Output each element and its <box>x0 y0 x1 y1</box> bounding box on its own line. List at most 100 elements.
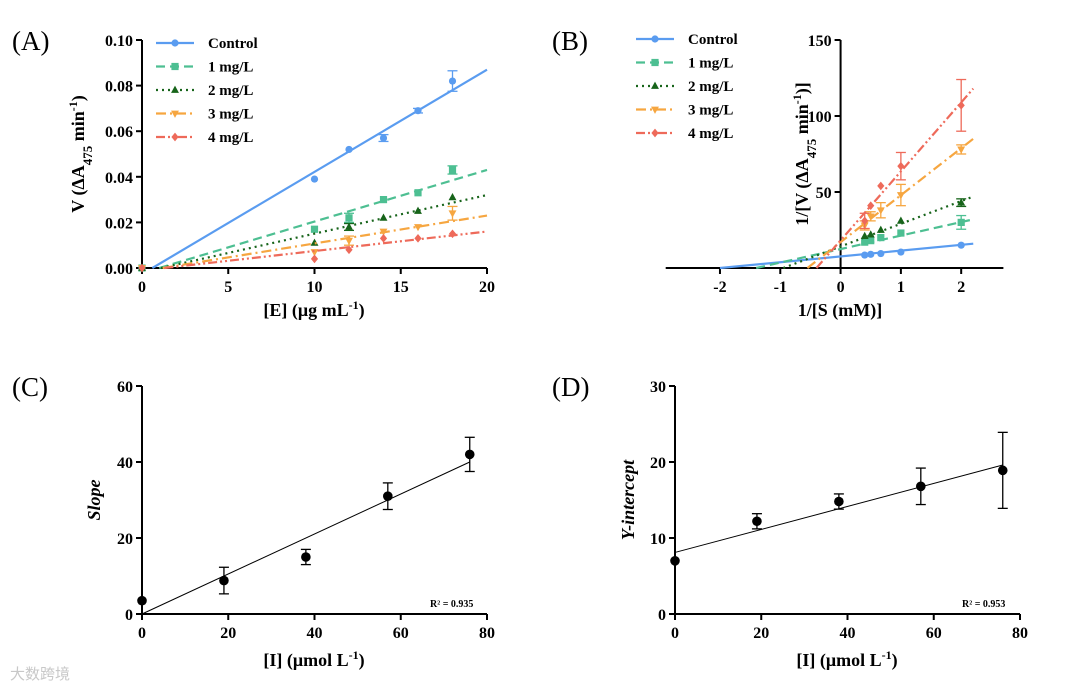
y-tick-label: 0.04 <box>105 170 133 187</box>
legend-label: 3 mg/L <box>688 103 733 119</box>
x-axis-title-part: ) <box>359 300 365 321</box>
x-tick-label: 0 <box>138 625 146 642</box>
series-1-mg-l: 1 mg/L <box>636 56 974 270</box>
data-point <box>867 237 875 245</box>
data-point <box>379 228 388 236</box>
y-tick-label: 150 <box>808 33 832 50</box>
data-point <box>414 224 422 232</box>
data-point <box>866 230 875 238</box>
fit-line <box>755 218 974 270</box>
x-tick-label: -1 <box>774 279 787 296</box>
legend-label: Control <box>208 36 258 52</box>
legend-label: 1 mg/L <box>688 56 733 72</box>
y-axis-title-part: Slope <box>84 479 104 520</box>
x-tick-label: 40 <box>307 625 323 642</box>
data-point <box>867 250 875 258</box>
y-axis-title-part: 475 <box>804 138 819 158</box>
fit-line <box>160 193 488 270</box>
legend-item: 4 mg/L <box>636 126 733 142</box>
data-point <box>866 213 875 221</box>
data-point <box>301 552 311 562</box>
fit-line <box>719 242 974 270</box>
x-tick-label: 20 <box>479 279 495 296</box>
x-axis-title: [E] (μg mL-1) <box>263 298 364 321</box>
y-tick-label: 100 <box>808 109 832 126</box>
y-tick-label: 0.08 <box>105 79 133 96</box>
data-point <box>861 251 869 259</box>
data-point <box>957 146 966 154</box>
series-control: Control <box>636 32 974 270</box>
series-2-mg-l: 2 mg/L <box>636 79 974 270</box>
fit-line <box>164 230 488 270</box>
y-axis-title-part: min <box>68 111 88 146</box>
legend-label: 1 mg/L <box>208 60 253 76</box>
data-point <box>414 206 422 214</box>
series-control: Control <box>138 36 488 272</box>
legend-marker <box>651 35 659 43</box>
x-tick-label: 60 <box>926 625 942 642</box>
x-axis-title-part: -1 <box>349 648 359 662</box>
x-tick-label: 5 <box>224 279 232 296</box>
x-axis-title-part: ) <box>359 650 365 671</box>
fit-line <box>158 168 488 270</box>
data-point <box>448 166 457 174</box>
data-point <box>310 254 319 264</box>
legend-label: 4 mg/L <box>208 130 253 146</box>
legend-marker <box>171 110 179 118</box>
panel-c: (C) 0 20 40 60 80 0 20 40 60 [I] (μmol L-1) Slope R²… <box>12 372 495 671</box>
data-point <box>138 263 146 273</box>
x-axis-title-part: -1 <box>349 298 359 312</box>
data-point <box>957 241 965 249</box>
data-point <box>345 214 353 222</box>
panel-a: (A) 0 5 10 15 20 0.00 0.02 0.04 0.06 0.08 0.10 [E] (… <box>12 26 495 321</box>
data-point <box>414 189 422 197</box>
data-point <box>861 238 869 246</box>
data-point <box>867 201 875 210</box>
y-tick-label: 10 <box>650 531 666 548</box>
series-4-mg-l: 4 mg/L <box>138 130 488 273</box>
data-point <box>219 575 229 586</box>
y-tick-label: 30 <box>650 379 666 396</box>
x-tick-label: 60 <box>393 625 409 642</box>
data-point <box>957 198 966 206</box>
y-tick-label: 60 <box>117 379 133 396</box>
x-tick-label: 0 <box>837 279 845 296</box>
y-axis-title-part: V (ΔA <box>68 165 89 212</box>
data-point <box>345 245 353 255</box>
legend-label: 2 mg/L <box>688 79 733 95</box>
panel-b: (B) -2 -1 0 1 2 50 100 150 1/[S (mM)] 1/[V (ΔA475 … <box>552 26 1004 321</box>
y-axis-title-part: -1 <box>66 101 80 111</box>
series-3-mg-l: 3 mg/L <box>138 107 488 273</box>
data-point <box>464 449 475 460</box>
x-tick-label: 15 <box>393 279 409 296</box>
x-tick-label: -2 <box>713 279 726 296</box>
x-tick-label: 0 <box>138 279 146 296</box>
data-point <box>876 225 885 233</box>
legend-item: Control <box>156 36 258 52</box>
legend-label: Control <box>688 32 738 48</box>
x-tick-label: 0 <box>671 625 679 642</box>
y-axis-title-part: min <box>792 104 812 139</box>
data-point <box>670 556 680 566</box>
x-axis-title-part: [I] (μmol L <box>796 650 881 671</box>
panel-label: (C) <box>12 372 48 402</box>
data-point <box>379 134 388 142</box>
panel-d: (D) 0 20 40 60 80 0 10 20 30 [I] (μmol L-1) Y-inter… <box>552 372 1028 671</box>
data-point <box>310 225 319 233</box>
data-point <box>877 181 885 191</box>
data-point <box>448 210 457 218</box>
y-axis-title: V (ΔA475 min-1) <box>66 95 95 212</box>
data-point <box>414 107 422 115</box>
watermark-text: 大数跨境 <box>10 665 71 683</box>
data-point <box>345 222 353 230</box>
x-axis-title-part: ) <box>892 650 898 671</box>
data-point <box>896 216 905 224</box>
data-point <box>310 238 319 246</box>
fit-line <box>151 68 488 269</box>
data-point <box>383 491 393 502</box>
fit-line <box>815 87 975 269</box>
x-tick-label: 1 <box>897 279 905 296</box>
legend-marker <box>171 62 179 71</box>
data-point <box>897 161 905 171</box>
